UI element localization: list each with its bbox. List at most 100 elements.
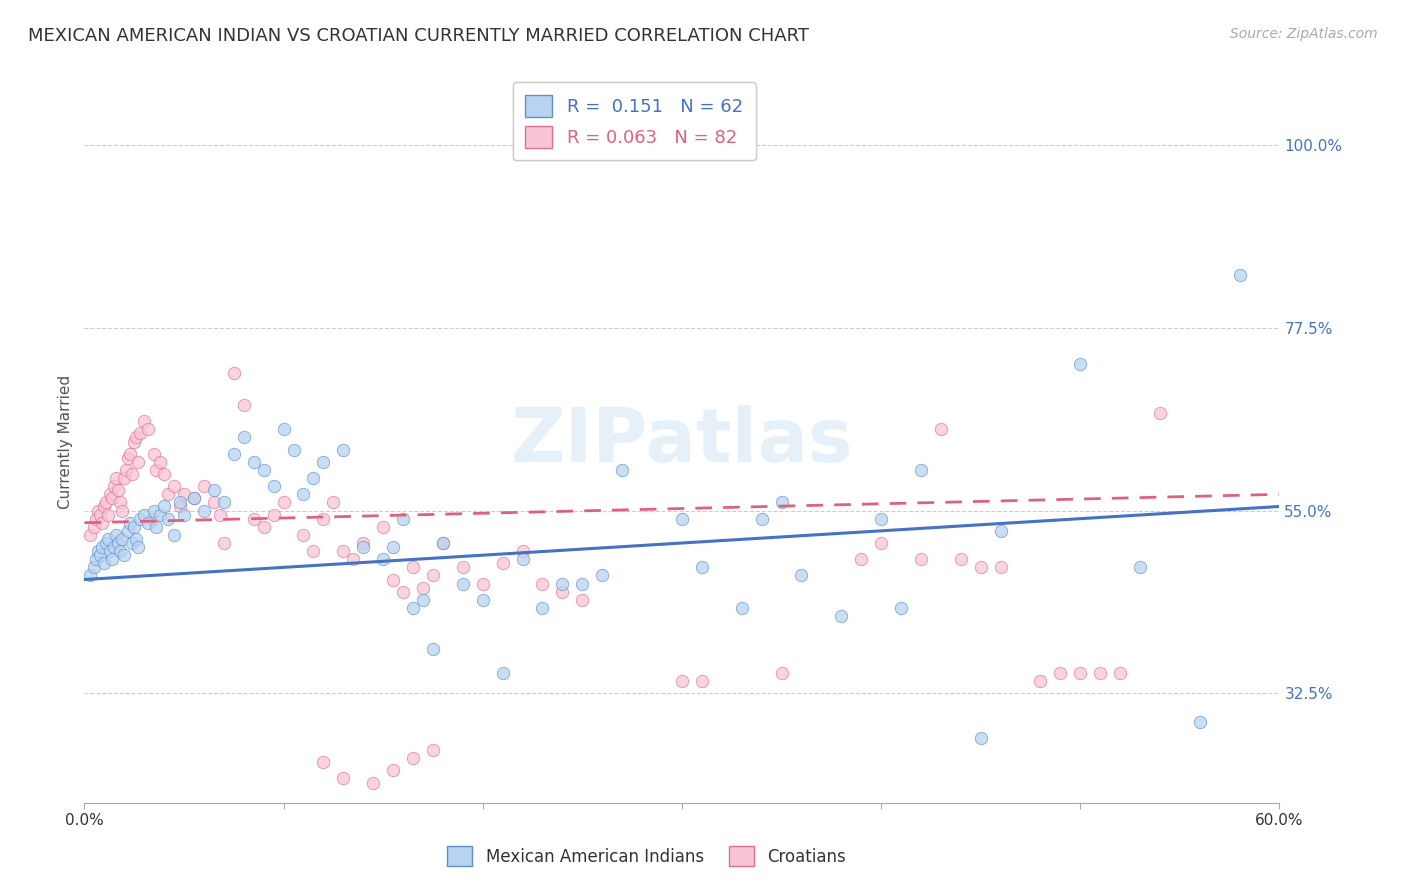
Point [132,508,156,522]
Point [432,536,454,550]
Point [910,552,932,566]
Point [157,511,180,525]
Point [157,487,180,501]
Point [120,447,142,461]
Point [127,540,149,554]
Text: ZIPatlas: ZIPatlas [510,405,853,478]
Point [97,508,120,522]
Point [851,552,873,566]
Point [263,508,285,522]
Point [222,447,245,461]
Point [382,540,405,554]
Point [531,576,554,591]
Point [1069,665,1091,680]
Point [312,455,335,469]
Point [970,560,993,574]
Text: Source: ZipAtlas.com: Source: ZipAtlas.com [1230,27,1378,41]
Point [392,584,415,599]
Point [402,560,425,574]
Point [208,508,231,522]
Point [105,528,128,542]
Point [169,495,191,509]
Point [121,467,143,481]
Point [322,495,344,509]
Point [1229,268,1251,282]
Point [153,500,176,514]
Point [1129,560,1152,574]
Point [471,592,494,607]
Y-axis label: Currently Married: Currently Married [58,375,73,508]
Point [83,520,105,534]
Point [373,552,395,566]
Point [870,536,893,550]
Point [129,426,152,441]
Point [571,576,593,591]
Point [87,503,110,517]
Point [949,552,972,566]
Point [1188,714,1211,729]
Point [332,772,354,786]
Point [352,536,374,550]
Point [117,450,139,465]
Point [101,491,124,506]
Text: MEXICAN AMERICAN INDIAN VS CROATIAN CURRENTLY MARRIED CORRELATION CHART: MEXICAN AMERICAN INDIAN VS CROATIAN CURR… [28,27,808,45]
Point [112,471,135,485]
Point [402,751,425,765]
Point [149,508,172,522]
Point [101,552,124,566]
Point [163,479,186,493]
Point [451,560,474,574]
Point [183,491,205,506]
Point [242,455,264,469]
Point [302,544,325,558]
Point [98,487,121,501]
Point [790,568,813,582]
Point [373,520,395,534]
Point [136,516,159,530]
Point [402,601,425,615]
Point [1029,673,1052,688]
Point [422,568,444,582]
Point [392,511,415,525]
Point [531,601,554,615]
Legend: R =  0.151   N = 62, R = 0.063   N = 82: R = 0.151 N = 62, R = 0.063 N = 82 [513,82,755,161]
Point [222,366,245,380]
Point [103,479,125,493]
Point [111,532,134,546]
Point [122,434,145,449]
Point [382,764,405,778]
Point [202,483,225,498]
Point [193,479,215,493]
Point [93,557,115,571]
Point [731,601,754,615]
Point [273,495,295,509]
Point [115,463,138,477]
Point [1149,406,1171,420]
Point [352,540,374,554]
Point [422,743,444,757]
Point [143,447,166,461]
Point [492,665,515,680]
Point [173,508,195,522]
Point [193,503,215,517]
Point [292,528,315,542]
Point [86,511,108,525]
Point [551,576,574,591]
Point [120,516,142,530]
Point [770,495,793,509]
Point [169,500,191,514]
Point [471,576,494,591]
Point [97,532,120,546]
Point [253,520,276,534]
Point [591,568,613,582]
Point [1090,665,1112,680]
Point [412,592,434,607]
Point [512,552,534,566]
Point [690,560,713,574]
Point [551,584,574,599]
Point [432,536,454,550]
Point [136,422,159,436]
Point [970,731,993,745]
Point [671,673,693,688]
Point [242,511,264,525]
